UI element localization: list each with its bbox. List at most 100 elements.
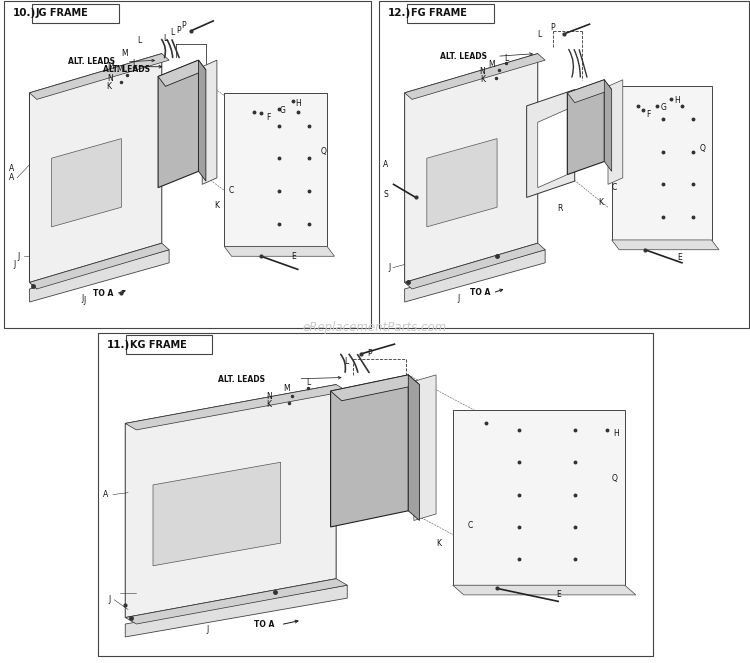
- Text: P: P: [368, 349, 372, 359]
- Polygon shape: [125, 579, 347, 624]
- Text: M: M: [488, 60, 495, 68]
- Text: M: M: [107, 62, 114, 71]
- Polygon shape: [331, 375, 408, 527]
- Text: J: J: [388, 263, 390, 272]
- Polygon shape: [158, 60, 206, 86]
- Text: ALT. LEADS: ALT. LEADS: [440, 52, 488, 62]
- Text: ALT. LEADS: ALT. LEADS: [218, 375, 266, 385]
- Text: L: L: [306, 377, 310, 387]
- Text: 11.): 11.): [106, 339, 130, 350]
- Text: K: K: [266, 400, 271, 409]
- Polygon shape: [405, 54, 545, 99]
- Text: C: C: [468, 521, 473, 530]
- Text: G: G: [661, 103, 667, 112]
- Text: J: J: [13, 260, 16, 269]
- Text: JG FRAME: JG FRAME: [36, 8, 88, 19]
- Polygon shape: [29, 54, 170, 99]
- Text: J: J: [206, 625, 209, 634]
- Text: K: K: [214, 201, 220, 210]
- Polygon shape: [158, 60, 199, 188]
- Text: ALT. LEADS: ALT. LEADS: [68, 57, 116, 66]
- Polygon shape: [202, 60, 217, 184]
- Polygon shape: [612, 240, 719, 250]
- Text: A: A: [382, 160, 388, 169]
- Polygon shape: [224, 93, 327, 247]
- Polygon shape: [331, 375, 419, 400]
- Text: 12.): 12.): [388, 8, 411, 19]
- Text: G: G: [280, 106, 286, 115]
- Polygon shape: [199, 60, 206, 181]
- Polygon shape: [453, 585, 636, 595]
- Polygon shape: [125, 385, 336, 617]
- Polygon shape: [224, 247, 334, 257]
- Text: P: P: [550, 23, 555, 32]
- Bar: [32, 4, 118, 23]
- Text: M: M: [283, 384, 290, 393]
- Text: K: K: [436, 538, 441, 548]
- Text: A: A: [8, 164, 14, 172]
- Text: J: J: [17, 252, 20, 261]
- Text: C: C: [229, 186, 234, 196]
- Text: J: J: [82, 294, 84, 303]
- Text: L: L: [137, 36, 142, 45]
- Polygon shape: [608, 80, 622, 184]
- Text: F: F: [646, 109, 651, 119]
- Text: P: P: [182, 21, 186, 30]
- Polygon shape: [405, 54, 538, 282]
- Text: FG FRAME: FG FRAME: [411, 8, 466, 19]
- Text: H: H: [295, 99, 301, 108]
- Text: F: F: [266, 113, 271, 122]
- Text: N: N: [479, 67, 485, 76]
- Bar: [126, 335, 212, 354]
- Text: E: E: [556, 590, 560, 599]
- Text: M: M: [122, 49, 128, 58]
- Text: eReplacementParts.com: eReplacementParts.com: [303, 321, 447, 334]
- Bar: [98, 333, 652, 656]
- Polygon shape: [567, 80, 604, 174]
- Text: Q: Q: [699, 144, 705, 153]
- Text: H: H: [675, 95, 680, 105]
- Text: H: H: [614, 428, 620, 438]
- Text: ALT. LEADS: ALT. LEADS: [103, 66, 150, 74]
- Text: TO A: TO A: [254, 620, 274, 629]
- Text: E: E: [678, 253, 682, 263]
- Polygon shape: [405, 250, 545, 302]
- Text: K: K: [598, 198, 603, 207]
- Polygon shape: [52, 139, 122, 227]
- Text: E: E: [292, 252, 296, 261]
- Text: TO A: TO A: [470, 288, 490, 298]
- Bar: [407, 4, 494, 23]
- Text: M: M: [116, 66, 123, 74]
- Polygon shape: [612, 86, 712, 240]
- Polygon shape: [29, 250, 170, 302]
- Polygon shape: [29, 243, 170, 289]
- Text: A: A: [8, 173, 14, 182]
- Text: L: L: [504, 54, 509, 63]
- Polygon shape: [427, 139, 497, 227]
- Polygon shape: [538, 109, 567, 188]
- Text: P: P: [176, 27, 181, 35]
- Polygon shape: [408, 375, 419, 520]
- Bar: [4, 1, 371, 328]
- Polygon shape: [567, 80, 612, 103]
- Polygon shape: [604, 80, 612, 171]
- Text: K: K: [480, 76, 484, 84]
- Text: N: N: [107, 74, 113, 83]
- Text: J: J: [83, 296, 86, 305]
- Text: TO A: TO A: [93, 289, 113, 298]
- Text: L: L: [344, 357, 348, 367]
- Polygon shape: [29, 54, 162, 282]
- Polygon shape: [125, 585, 347, 637]
- Text: Q: Q: [612, 474, 618, 483]
- Text: Q: Q: [320, 147, 326, 156]
- Polygon shape: [153, 462, 280, 566]
- Polygon shape: [405, 243, 545, 289]
- Text: L: L: [171, 28, 175, 37]
- Text: S: S: [383, 190, 388, 199]
- Text: J: J: [457, 294, 459, 302]
- Text: L: L: [132, 59, 136, 68]
- Polygon shape: [453, 410, 625, 585]
- Bar: [379, 1, 748, 328]
- Polygon shape: [414, 375, 436, 520]
- Text: L: L: [164, 34, 167, 43]
